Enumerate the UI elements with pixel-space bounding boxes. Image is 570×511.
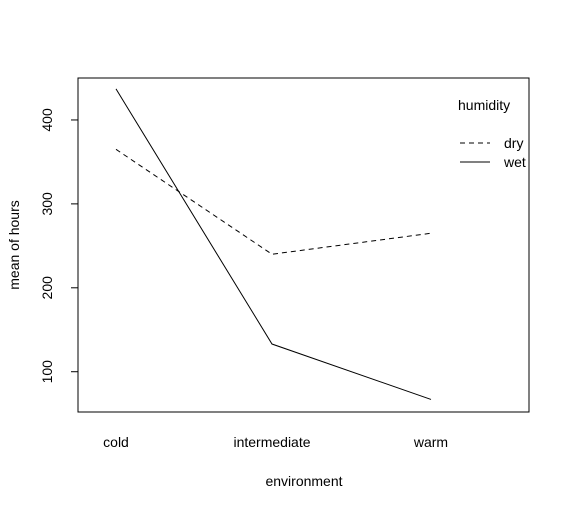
- plot-frame: [77, 77, 530, 413]
- x-axis-tick-labels: cold intermediate warm: [103, 434, 448, 450]
- legend-label-wet: wet: [503, 154, 526, 170]
- series-line-dry: [115, 148, 432, 255]
- y-tick-label: 400: [39, 108, 55, 132]
- x-axis-label: environment: [265, 473, 342, 489]
- y-tick-label: 200: [39, 276, 55, 300]
- y-axis-label: mean of hours: [6, 200, 22, 290]
- y-axis: 100 200 300 400: [39, 108, 79, 384]
- x-tick-label: intermediate: [233, 434, 310, 450]
- x-tick-label: warm: [413, 434, 448, 450]
- x-tick-label: cold: [103, 434, 129, 450]
- series-lines: [115, 88, 432, 400]
- y-tick-label: 300: [39, 192, 55, 216]
- legend: humidity dry wet: [458, 97, 526, 170]
- y-tick-label: 100: [39, 360, 55, 384]
- legend-label-dry: dry: [504, 135, 523, 151]
- legend-title: humidity: [458, 97, 510, 113]
- series-line-wet: [115, 88, 432, 400]
